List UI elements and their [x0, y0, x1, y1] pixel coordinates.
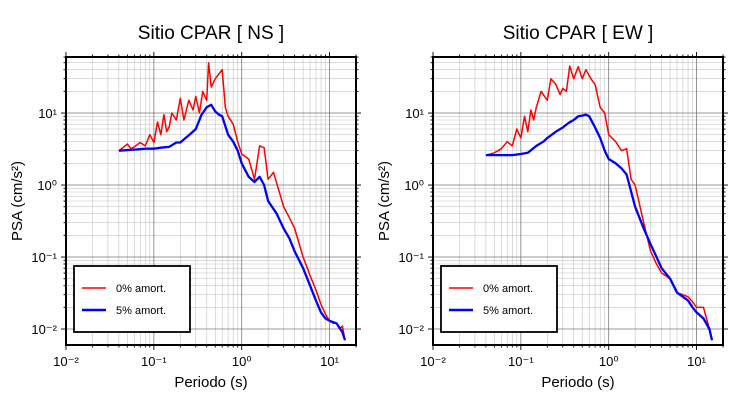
ew-series-blue-line — [485, 113, 714, 341]
ns-y-tick-label: 10⁰ — [37, 178, 57, 193]
ew-y-tick-label: 10⁻² — [398, 322, 424, 337]
ns-legend-label-0: 0% amort. — [116, 283, 166, 295]
ns-chart-title: Sitio CPAR [ NS ] — [138, 23, 284, 44]
ew-chart-title: Sitio CPAR [ EW ] — [503, 23, 654, 44]
ew-legend: 0% amort. 5% amort. — [440, 265, 558, 333]
ew-chart: 10⁻² 10⁻¹ 10⁰ 10¹ 10⁻² 10⁻¹ 10⁰ 10¹ 0% amort. 5% … — [376, 23, 728, 391]
ew-y-axis-label: PSA (cm/s²) — [376, 161, 393, 241]
ew-plot-frame — [432, 56, 724, 346]
ns-legend-label-1: 5% amort. — [116, 305, 166, 317]
ns-x-tick-label: 10⁻² — [53, 354, 79, 369]
ns-major-grid — [65, 57, 356, 345]
ew-legend-box — [440, 265, 558, 333]
ns-y-axis-label: PSA (cm/s²) — [9, 161, 26, 241]
ew-x-tick-label: 10⁻² — [420, 354, 446, 369]
ns-x-tick-label: 10⁻¹ — [141, 354, 167, 369]
ew-legend-label-0: 0% amort. — [483, 283, 533, 295]
ns-x-axis-label: Periodo (s) — [174, 374, 247, 391]
ns-y-tick-label: 10⁻¹ — [31, 250, 57, 265]
ew-y-tick-label: 10⁰ — [404, 178, 424, 193]
ns-y-tick-label: 10⁻² — [31, 322, 57, 337]
ew-x-tick-label: 10⁰ — [599, 354, 619, 369]
ew-legend-label-1: 5% amort. — [483, 305, 533, 317]
ns-legend: 0% amort. 5% amort. — [73, 265, 191, 333]
ew-x-axis-label: Periodo (s) — [541, 374, 614, 391]
ew-x-tick-label: 10¹ — [687, 354, 706, 369]
ew-series-group — [485, 65, 714, 341]
ew-x-tick-label: 10⁻¹ — [508, 354, 534, 369]
ns-series-group — [118, 61, 347, 341]
ns-plot-frame — [65, 56, 357, 346]
ns-y-tick-label: 10¹ — [38, 106, 57, 121]
ew-minor-grid — [433, 56, 724, 345]
ns-x-tick-label: 10¹ — [320, 354, 339, 369]
ns-series-blue-line — [118, 103, 347, 341]
ns-legend-box — [73, 265, 191, 333]
ew-y-tick-label: 10⁻¹ — [398, 250, 424, 265]
ns-series-red-line — [118, 61, 346, 341]
ns-x-tick-label: 10⁰ — [232, 354, 252, 369]
ew-y-tick-label: 10¹ — [405, 106, 424, 121]
ns-chart: 10⁻² 10⁻¹ 10⁰ 10¹ 10⁻² 10⁻¹ 10⁰ 10¹ 0% amort. 5% … — [9, 23, 361, 391]
